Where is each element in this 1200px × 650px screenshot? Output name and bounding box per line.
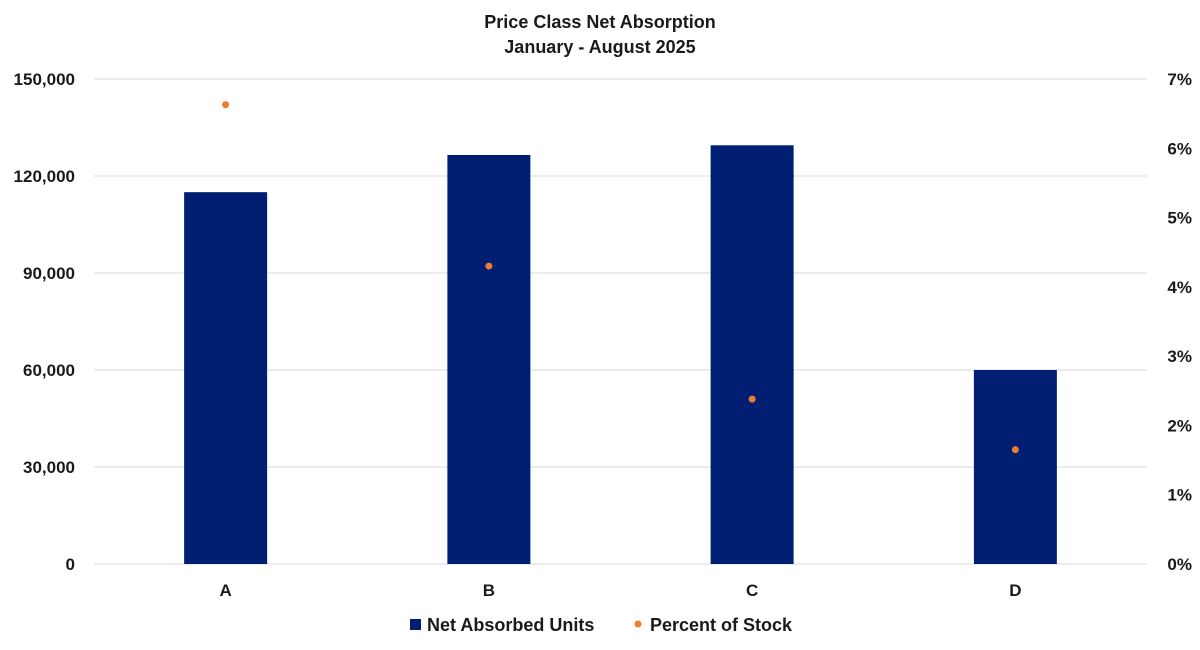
legend-bar-label: Net Absorbed Units (427, 615, 594, 635)
x-tick-label: D (1009, 581, 1021, 600)
right-tick-label: 4% (1167, 278, 1192, 297)
left-tick-label: 60,000 (23, 361, 75, 380)
legend: Net Absorbed Units Percent of Stock (410, 615, 793, 635)
x-tick-label: B (483, 581, 495, 600)
right-axis-ticks: 0% 1% 2% 3% 4% 5% 6% 7% (1167, 70, 1192, 574)
point-c (748, 395, 756, 403)
point-a (222, 101, 230, 109)
point-d (1011, 446, 1019, 454)
legend-bar-swatch (410, 619, 421, 630)
bar-a (184, 192, 268, 564)
left-tick-label: 0 (66, 555, 75, 574)
right-tick-label: 0% (1167, 555, 1192, 574)
x-tick-label: C (746, 581, 758, 600)
chart-subtitle: January - August 2025 (504, 37, 695, 57)
left-axis-ticks: 0 30,000 60,000 90,000 120,000 150,000 (14, 70, 75, 574)
left-tick-label: 30,000 (23, 458, 75, 477)
bar-b (447, 154, 531, 564)
bar-d (973, 370, 1057, 564)
right-tick-label: 2% (1167, 416, 1192, 435)
x-axis-ticks: A B C D (219, 581, 1021, 600)
left-tick-label: 90,000 (23, 264, 75, 283)
bar-c (710, 145, 794, 565)
bars (184, 145, 1057, 565)
left-tick-label: 120,000 (14, 167, 75, 186)
right-tick-label: 3% (1167, 347, 1192, 366)
right-tick-label: 5% (1167, 209, 1192, 228)
legend-point-label: Percent of Stock (650, 615, 793, 635)
left-tick-label: 150,000 (14, 70, 75, 89)
points (222, 101, 1019, 454)
gridlines (94, 78, 1147, 565)
x-tick-label: A (219, 581, 231, 600)
point-b (485, 262, 493, 270)
right-tick-label: 1% (1167, 486, 1192, 505)
right-tick-label: 6% (1167, 139, 1192, 158)
right-tick-label: 7% (1167, 70, 1192, 89)
chart-title: Price Class Net Absorption (484, 12, 715, 32)
legend-point-swatch (634, 620, 642, 628)
